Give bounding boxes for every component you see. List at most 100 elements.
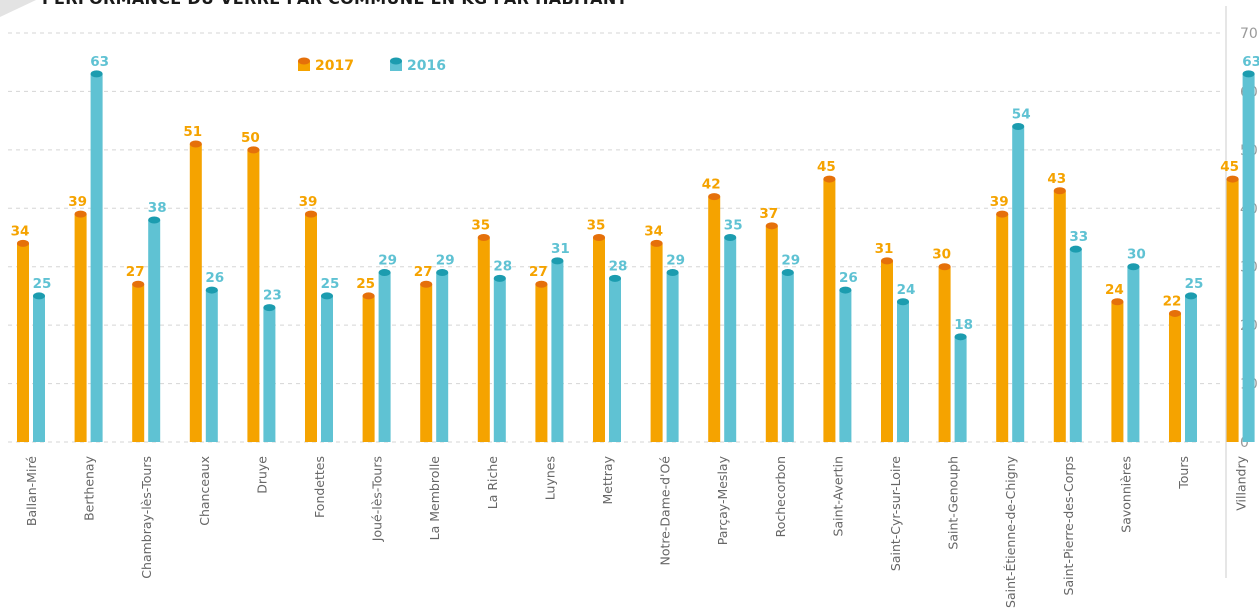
data-label-2017: 31 [875, 241, 894, 257]
data-label-2016: 35 [724, 218, 743, 234]
x-category-label: Saint-Pierre-des-Corps [1061, 456, 1076, 595]
bar-top-2016 [551, 257, 564, 265]
bar-2016 [551, 260, 564, 442]
bar-2017 [189, 144, 202, 442]
bar-2017 [996, 214, 1009, 442]
x-category-label: Saint-Cyr-sur-Loire [888, 456, 903, 571]
data-label-2017: 43 [1047, 171, 1066, 187]
bar-2016 [493, 278, 506, 442]
bar-2016 [1242, 73, 1255, 443]
bar-top-2016 [321, 292, 333, 300]
x-category-label: Berthenay [82, 455, 97, 521]
data-label-2016: 28 [493, 258, 512, 274]
bar-2017 [593, 237, 605, 442]
bar-2016 [1069, 249, 1082, 442]
bar-top-2016 [378, 269, 391, 277]
data-label-2016: 25 [1185, 276, 1204, 292]
bar-2016 [378, 272, 391, 442]
x-category-label: Savonnières [1118, 456, 1133, 533]
bar-top-2017 [650, 239, 663, 247]
bar-2017 [74, 214, 87, 442]
bar-top-2016 [148, 216, 161, 224]
bar-2016 [781, 272, 794, 442]
bar-top-2016 [90, 70, 103, 78]
bar-2016 [839, 290, 852, 442]
data-label-2017: 45 [817, 159, 836, 175]
bar-2017 [477, 237, 490, 442]
bar-top-2016 [1127, 263, 1140, 271]
x-category-label: Rochecorbon [773, 456, 788, 537]
title-corner-decoration [0, 0, 36, 17]
bar-top-2017 [593, 234, 605, 241]
bar-2017 [823, 179, 836, 443]
bar-top-2017 [247, 146, 260, 154]
bar-2017 [247, 149, 260, 442]
bar-2016 [954, 336, 967, 442]
bar-2017 [305, 214, 317, 442]
legend-label-2017: 2017 [315, 58, 354, 74]
bar-2017 [881, 260, 893, 442]
bar-top-2017 [189, 140, 202, 148]
data-label-2017: 25 [356, 276, 375, 292]
data-label-2016: 25 [33, 276, 52, 292]
data-label-2016: 26 [839, 270, 858, 286]
data-label-2016: 29 [436, 253, 455, 269]
x-category-label: Joué-lès-Tours [370, 456, 385, 542]
bar-2016 [148, 219, 161, 442]
data-label-2017: 24 [1105, 282, 1124, 298]
bar-top-2017 [535, 280, 548, 288]
bar-top-2017 [1053, 187, 1066, 195]
y-tick-label: 0 [1240, 435, 1249, 451]
legend-swatch-2017 [298, 61, 310, 71]
bar-2016 [1127, 266, 1140, 442]
x-category-label: La Riche [485, 456, 500, 510]
bar-top-2017 [477, 234, 490, 241]
data-label-2016: 25 [321, 276, 340, 292]
bar-top-2017 [823, 175, 836, 183]
x-category-label: Ballan-Miré [24, 456, 39, 526]
bar-top-2016 [436, 269, 449, 277]
bar-2017 [650, 243, 663, 442]
bar-2016 [90, 73, 103, 443]
bar-top-2016 [724, 234, 737, 241]
data-label-2017: 37 [759, 206, 778, 222]
bar-2017 [1111, 301, 1124, 442]
chart-title: PERFORMANCE DU VERRE PAR COMMUNE EN KG P… [42, 0, 628, 8]
y-tick-label: 70 [1240, 26, 1258, 42]
data-label-2017: 27 [529, 264, 548, 280]
data-label-2016: 33 [1069, 229, 1088, 245]
bar-2016 [1185, 295, 1197, 442]
bar-2017 [1169, 313, 1181, 442]
data-label-2017: 30 [932, 247, 951, 263]
data-label-2017: 22 [1163, 293, 1182, 309]
data-label-2017: 27 [414, 264, 433, 280]
data-label-2016: 54 [1012, 106, 1031, 122]
bar-top-2017 [362, 292, 375, 300]
data-label-2017: 34 [644, 223, 663, 239]
bar-2017 [362, 295, 375, 442]
data-label-2017: 34 [11, 223, 30, 239]
x-category-label: Tours [1176, 456, 1191, 490]
data-label-2016: 29 [378, 253, 397, 269]
data-label-2016: 31 [551, 241, 570, 257]
bar-top-2016 [1069, 245, 1082, 253]
data-label-2016: 26 [205, 270, 224, 286]
data-label-2016: 38 [148, 200, 167, 216]
x-category-label: Luynes [542, 456, 557, 500]
bar-2016 [321, 295, 333, 442]
bar-top-2017 [996, 210, 1009, 218]
legend-swatch-top-2016 [390, 57, 402, 65]
x-category-label: Saint-Genouph [946, 456, 961, 550]
x-category-label: Chanceaux [197, 456, 212, 526]
bar-2016 [897, 301, 909, 442]
bar-top-2016 [493, 274, 506, 282]
bar-top-2017 [938, 263, 951, 271]
bar-top-2017 [765, 222, 778, 230]
data-label-2016: 29 [781, 253, 800, 269]
bar-top-2017 [305, 210, 317, 218]
data-label-2016: 29 [666, 253, 685, 269]
data-label-2016: 63 [90, 54, 109, 70]
bar-2017 [938, 266, 951, 442]
x-category-label: Parçay-Meslay [715, 455, 730, 545]
bar-top-2016 [666, 269, 679, 277]
